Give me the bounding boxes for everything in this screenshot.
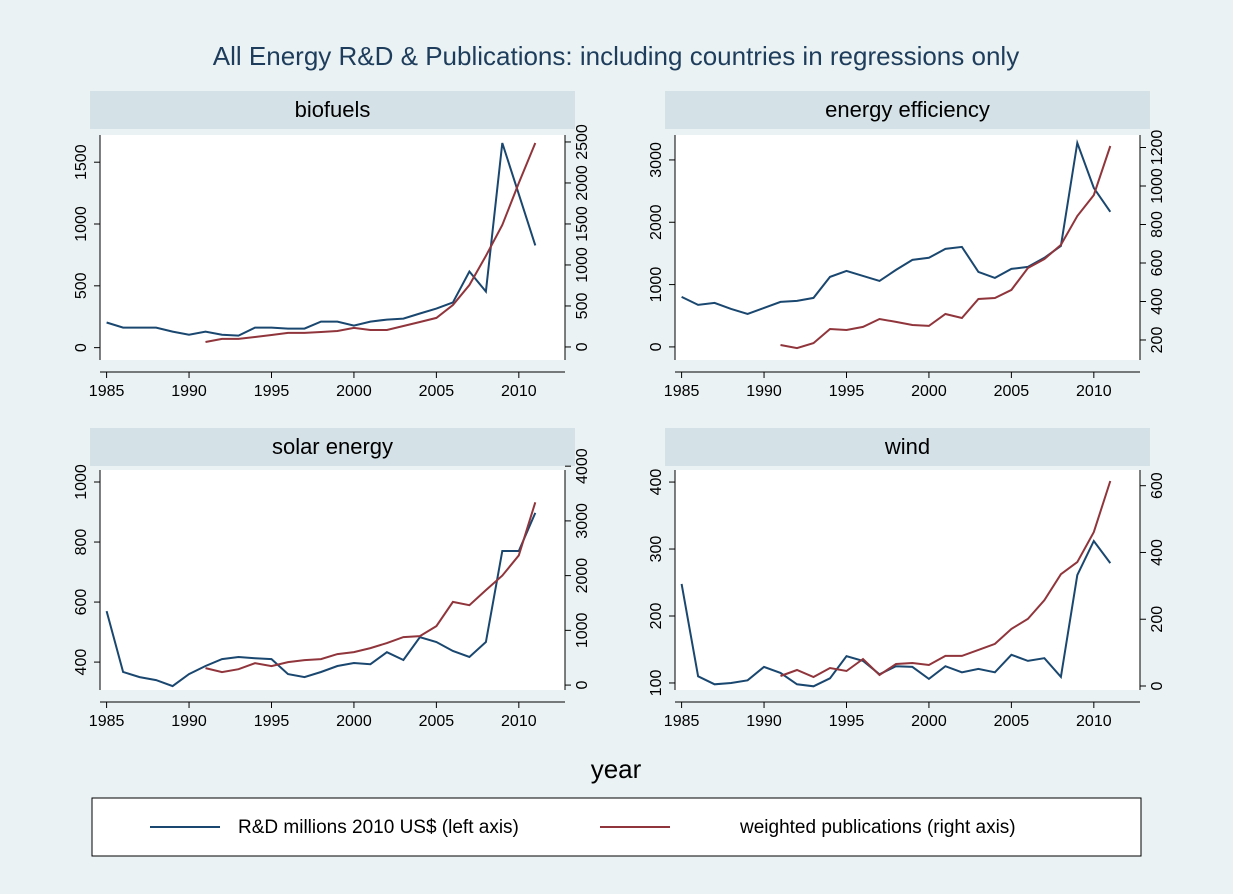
plot-area [675,470,1140,690]
data-line [780,480,1112,679]
x-tick-label: 1985 [664,383,700,400]
y2-tick-label: 200 [1149,606,1166,633]
x-tick-label: 1990 [746,383,782,400]
data-line [106,142,537,337]
y2-tick-label: 4000 [574,448,591,484]
plot-area [675,135,1140,360]
y2-tick-label: 600 [1149,250,1166,277]
x-tick-label: 1985 [89,713,125,730]
y2-tick-label: 2000 [574,165,591,201]
y-tick-label: 300 [648,536,665,563]
data-line [205,142,537,343]
y2-tick-label: 3000 [574,503,591,539]
y-tick-label: 3000 [648,142,665,178]
y-tick-label: 1000 [73,464,90,500]
x-tick-label: 1985 [664,713,700,730]
y2-tick-label: 0 [1149,681,1166,690]
x-tick-label: 2005 [419,383,455,400]
data-line [780,145,1112,350]
panel-header [665,428,1150,466]
y-tick-label: 400 [648,469,665,496]
y-tick-label: 400 [73,649,90,676]
y2-tick-label: 400 [1149,539,1166,566]
data-line [205,502,537,674]
y2-tick-label: 1500 [574,206,591,242]
x-tick-label: 1995 [254,383,290,400]
x-tick-label: 2010 [501,713,537,730]
y-tick-label: 800 [73,529,90,556]
x-tick-label: 1990 [171,383,207,400]
y2-tick-label: 2000 [574,558,591,594]
x-tick-label: 2000 [336,713,372,730]
x-tick-label: 2010 [501,383,537,400]
y-tick-label: 200 [648,603,665,630]
x-tick-label: 1995 [254,713,290,730]
x-tick-label: 2000 [911,713,947,730]
y-tick-label: 0 [648,342,665,351]
y-tick-label: 2000 [648,204,665,240]
panel-title: wind [884,434,930,459]
legend-label: weighted publications (right axis) [739,817,1016,838]
panel-header [665,91,1150,129]
data-line [105,512,537,688]
x-tick-label: 1990 [171,713,207,730]
y2-tick-label: 1200 [1149,130,1166,166]
panel-title: solar energy [272,434,393,459]
y-tick-label: 1500 [73,144,90,180]
x-tick-label: 1995 [829,383,865,400]
x-tick-label: 2010 [1076,713,1112,730]
plot-area [100,135,565,360]
y2-tick-label: 0 [574,342,591,351]
y-tick-label: 500 [73,272,90,299]
x-tick-label: 2005 [419,713,455,730]
plot-area [100,470,565,690]
data-line [680,539,1112,688]
x-tick-label: 2000 [336,383,372,400]
y-tick-label: 1000 [648,267,665,303]
y2-tick-label: 1000 [1149,168,1166,204]
data-line [681,138,1112,315]
x-tick-label: 1995 [829,713,865,730]
y2-tick-label: 1000 [574,612,591,648]
x-tick-label: 2005 [994,713,1030,730]
y-tick-label: 100 [648,670,665,697]
panel-header [90,428,575,466]
chart-title: All Energy R&D & Publications: including… [213,41,1019,71]
x-tick-label: 1985 [89,383,125,400]
y2-tick-label: 500 [574,293,591,320]
y2-tick-label: 400 [1149,288,1166,315]
panel-title: energy efficiency [825,97,990,122]
y2-tick-label: 800 [1149,211,1166,238]
y-tick-label: 0 [73,343,90,352]
legend-label: R&D millions 2010 US$ (left axis) [238,817,519,838]
y-tick-label: 1000 [73,206,90,242]
y2-tick-label: 600 [1149,472,1166,499]
panel-header [90,91,575,129]
y2-tick-label: 2500 [574,124,591,160]
x-axis-label: year [591,754,642,784]
x-tick-label: 2000 [911,383,947,400]
y2-tick-label: 1000 [574,247,591,283]
y2-tick-label: 200 [1149,327,1166,354]
y2-tick-label: 0 [574,681,591,690]
y-tick-label: 600 [73,589,90,616]
x-tick-label: 2010 [1076,383,1112,400]
panel-title: biofuels [295,97,371,122]
x-tick-label: 2005 [994,383,1030,400]
x-tick-label: 1990 [746,713,782,730]
